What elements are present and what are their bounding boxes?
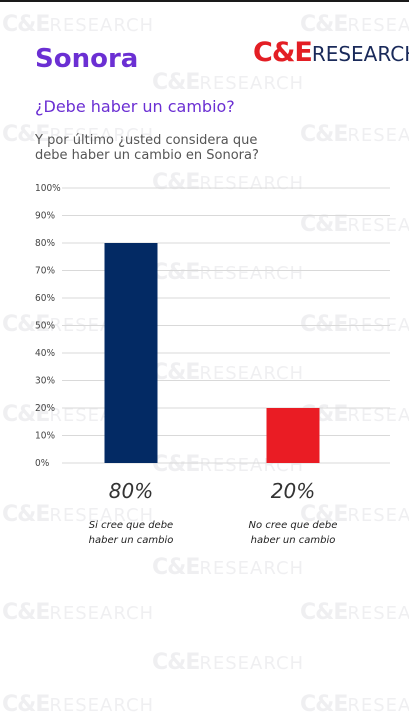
watermark-logo: C&ERESEARCH <box>152 650 305 675</box>
watermark-logo: C&ERESEARCH <box>2 692 155 717</box>
watermark-logo: C&ERESEARCH <box>2 600 155 625</box>
bar-value-label: 80% <box>109 479 153 503</box>
watermark-logo: C&ERESEARCH <box>300 600 409 625</box>
category-label: No cree que debe <box>249 520 338 531</box>
category-label: Si cree que debe <box>89 520 173 531</box>
y-tick-label: 70% <box>35 266 55 277</box>
y-tick-label: 50% <box>35 321 55 332</box>
logo-ce: C&E <box>253 37 313 68</box>
y-tick-label: 90% <box>35 211 55 222</box>
y-tick-label: 0% <box>35 458 50 469</box>
y-tick-label: 30% <box>35 376 55 387</box>
category-label: haber un cambio <box>89 535 174 546</box>
watermark-logo: C&ERESEARCH <box>2 12 155 37</box>
logo-research: RESEARCH <box>311 42 409 66</box>
top-rule <box>0 0 409 2</box>
brand-logo: C&ERESEARCH <box>253 37 409 68</box>
page-title: Sonora <box>35 44 139 74</box>
y-tick-label: 10% <box>35 431 55 442</box>
y-tick-label: 100% <box>35 183 61 194</box>
watermark-logo: C&ERESEARCH <box>152 70 305 95</box>
y-tick-label: 40% <box>35 348 55 359</box>
category-label: haber un cambio <box>251 535 336 546</box>
watermark-logo: C&ERESEARCH <box>300 12 409 37</box>
question-heading: ¿Debe haber un cambio? <box>35 97 235 116</box>
y-tick-label: 80% <box>35 238 55 249</box>
y-tick-label: 20% <box>35 403 55 414</box>
bar <box>266 408 320 463</box>
question-subtitle: Y por último ¿usted considera que debe h… <box>35 133 259 163</box>
bar <box>104 243 158 463</box>
watermark-logo: C&ERESEARCH <box>300 692 409 717</box>
bar-value-label: 20% <box>271 479 315 503</box>
y-tick-label: 60% <box>35 293 55 304</box>
watermark-logo: C&ERESEARCH <box>300 122 409 147</box>
bar-chart: 0% 10% 20% 30% 40% 50% 60% 70% 80% 90% 100% 80% Si c… <box>35 183 390 546</box>
